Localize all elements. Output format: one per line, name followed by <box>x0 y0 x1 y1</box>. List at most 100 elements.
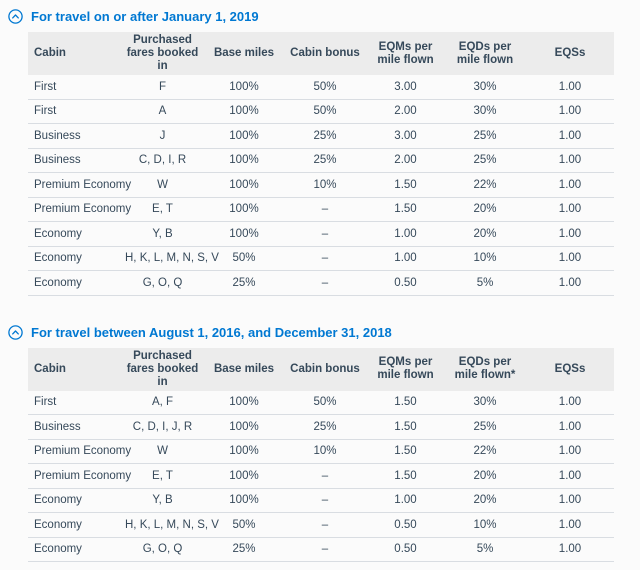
table-cell: 50% <box>283 75 367 100</box>
table-row: Premium Economy E, T 100% –1.50 20% 1.00 <box>28 463 614 489</box>
table-cell: First <box>28 390 120 415</box>
table-cell: 25% <box>283 123 367 149</box>
table-cell: Y, B <box>120 221 205 247</box>
table-cell: 100% <box>205 197 283 222</box>
table-cell: 1.00 <box>526 172 614 198</box>
column-header: EQMs per mile flown <box>367 32 444 75</box>
table-cell: F <box>120 75 205 100</box>
column-header: EQDs per mile flown* <box>444 347 526 391</box>
table-header-row: Cabin Purchased fares booked in Base miles… <box>28 32 614 75</box>
column-header: EQSs <box>526 32 614 75</box>
table-cell: 25% <box>283 414 367 440</box>
table-cell: 10% <box>444 246 526 271</box>
table-cell: 100% <box>205 75 283 100</box>
table-cell: 30% <box>444 75 526 100</box>
table-cell: 25% <box>444 414 526 440</box>
table-cell: 2.00 <box>367 99 444 124</box>
table-cell: Business <box>28 414 120 440</box>
table-cell: 1.00 <box>526 148 614 173</box>
table-cell: 100% <box>205 488 283 513</box>
table-cell: 25% <box>205 537 283 562</box>
table-cell: 100% <box>205 390 283 415</box>
table-cell: 25% <box>444 148 526 173</box>
table-cell: 1.00 <box>526 123 614 149</box>
table-cell: 1.00 <box>526 537 614 562</box>
table-cell: Y, B <box>120 488 205 513</box>
table-cell: 1.00 <box>526 512 614 538</box>
table-cell: 100% <box>205 463 283 489</box>
table-cell: 30% <box>444 390 526 415</box>
table-cell: 100% <box>205 123 283 149</box>
table-cell: 100% <box>205 414 283 440</box>
table-cell: Premium Economy <box>28 197 131 222</box>
table-cell: 1.50 <box>367 439 444 464</box>
table-cell: G, O, Q <box>120 270 205 296</box>
column-header: Base miles <box>205 347 283 391</box>
table-cell: 1.50 <box>367 390 444 415</box>
column-header: Cabin bonus <box>283 347 367 391</box>
table-cell: 25% <box>444 123 526 149</box>
section-title: For travel on or after January 1, 2019 <box>31 9 259 24</box>
table-row: First F 100% 50% 3.00 30% 1.00 <box>28 75 614 100</box>
table-cell: J <box>120 123 205 149</box>
table-cell: 50% <box>205 246 283 271</box>
table-cell: Business <box>28 123 120 149</box>
table-cell: 1.00 <box>526 246 614 271</box>
table-row: First A, F 100% 50% 1.50 30% 1.00 <box>28 390 614 415</box>
fare-rate-table: Cabin Purchased fares booked in Base miles… <box>28 32 614 296</box>
table-cell: – <box>283 488 367 513</box>
table-cell: 1.00 <box>526 75 614 100</box>
table-cell: – <box>283 463 367 489</box>
table-cell: W <box>120 172 205 198</box>
section-toggle[interactable]: For travel between August 1, 2016, and D… <box>8 325 640 340</box>
table-cell: 5% <box>444 537 526 562</box>
table-cell: 20% <box>444 197 526 222</box>
table-cell: 10% <box>444 512 526 538</box>
table-row: Economy G, O, Q 25% –0.50 5% 1.00 <box>28 270 614 296</box>
table-row: Economy Y, B 100% –1.00 20% 1.00 <box>28 221 614 247</box>
table-cell: 1.00 <box>526 197 614 222</box>
column-header: EQDs per mile flown <box>444 32 526 75</box>
table-cell: 1.00 <box>367 221 444 247</box>
table-cell: 50% <box>283 390 367 415</box>
table-row: Premium Economy W 100% 10% 1.50 22% 1.00 <box>28 439 614 464</box>
column-header: Cabin <box>28 32 120 75</box>
section-toggle[interactable]: For travel on or after January 1, 2019 <box>8 9 640 24</box>
section-travel-aug-2016-dec-2018: For travel between August 1, 2016, and D… <box>0 325 640 563</box>
section-title: For travel between August 1, 2016, and D… <box>31 324 392 340</box>
table-cell: E, T <box>120 197 205 222</box>
table-cell: 25% <box>283 148 367 173</box>
table-cell: 1.50 <box>367 414 444 440</box>
table-cell: G, O, Q <box>120 537 205 562</box>
table-cell: 1.00 <box>526 414 614 440</box>
table-cell: 1.50 <box>367 172 444 198</box>
table-row: Economy G, O, Q 25% –0.50 5% 1.00 <box>28 537 614 562</box>
table-cell: 0.50 <box>367 537 444 562</box>
table-cell: 50% <box>205 512 283 538</box>
table-row: Business C, D, I, J, R 100% 25% 1.50 25% 1.00 <box>28 414 614 440</box>
table-cell: 3.00 <box>367 123 444 149</box>
table-row: Economy H, K, L, M, N, S, V 50% –0.50 10% 1.0… <box>28 512 614 538</box>
table-cell: – <box>283 270 367 296</box>
table-cell: Business <box>28 148 120 173</box>
table-cell: 100% <box>205 148 283 173</box>
table-cell: C, D, I, R <box>120 148 205 173</box>
table-cell: 1.00 <box>526 270 614 296</box>
column-header: Purchased fares booked in <box>120 347 205 391</box>
table-cell: 5% <box>444 270 526 296</box>
table-cell: 10% <box>283 439 367 464</box>
table-row: Premium Economy W 100% 10% 1.50 22% 1.00 <box>28 172 614 198</box>
column-header: Cabin bonus <box>283 32 367 75</box>
table-cell: 1.00 <box>526 221 614 247</box>
table-cell: H, K, L, M, N, S, V <box>120 246 219 271</box>
table-cell: 20% <box>444 488 526 513</box>
table-cell: – <box>283 221 367 247</box>
table-cell: 1.00 <box>526 99 614 124</box>
table-cell: 0.50 <box>367 270 444 296</box>
table-cell: 1.00 <box>526 463 614 489</box>
table-cell: First <box>28 99 120 124</box>
table-cell: 0.50 <box>367 512 444 538</box>
table-row: Business C, D, I, R 100% 25% 2.00 25% 1.00 <box>28 148 614 173</box>
table-cell: 100% <box>205 439 283 464</box>
